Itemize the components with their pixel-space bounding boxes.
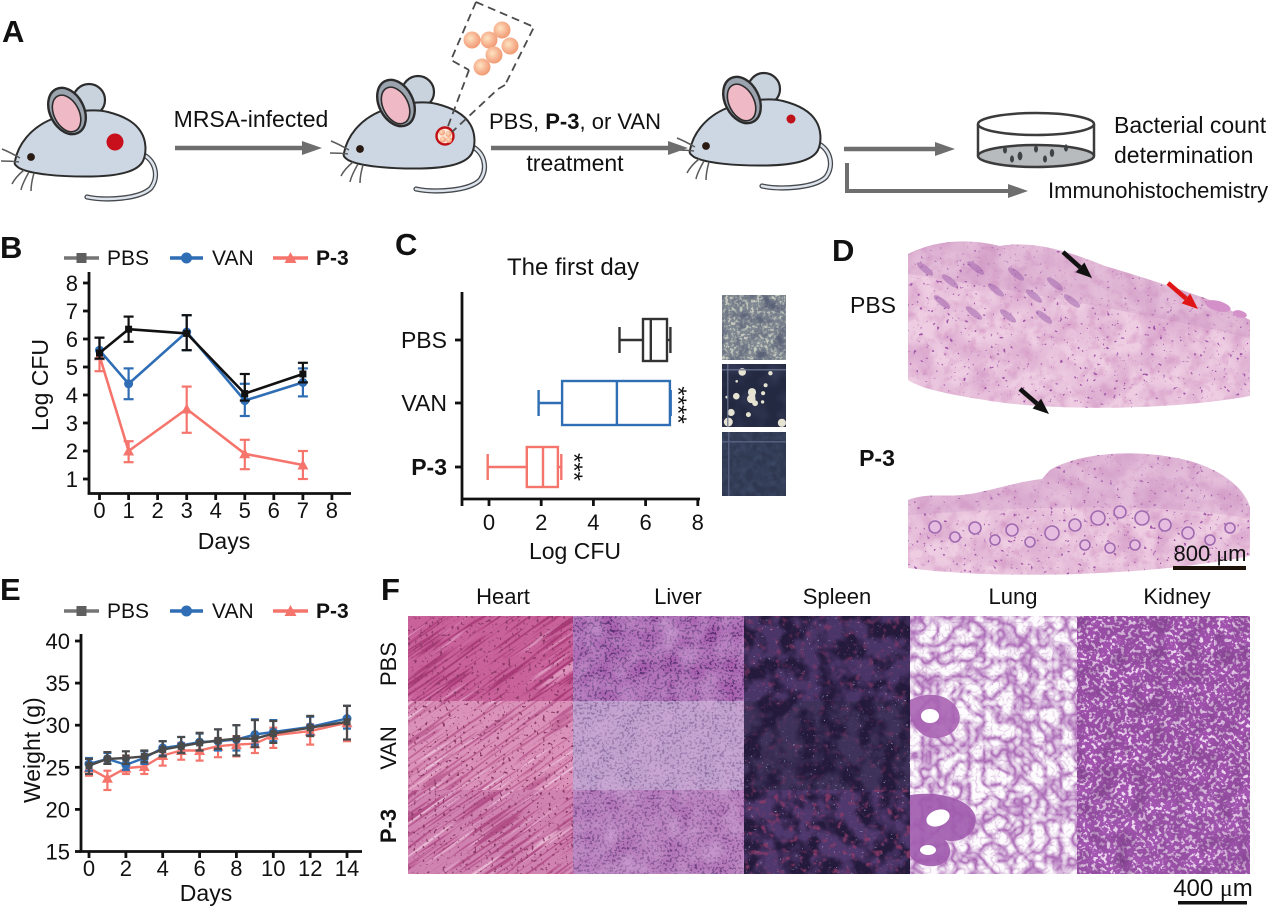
svg-text:VAN: VAN: [212, 600, 254, 623]
svg-text:Weight (g): Weight (g): [19, 697, 45, 803]
svg-text:E: E: [0, 572, 21, 607]
svg-text:1: 1: [66, 467, 78, 492]
svg-text:PBS: PBS: [107, 600, 149, 623]
svg-text:P-3: P-3: [411, 454, 447, 480]
svg-text:4: 4: [210, 498, 222, 523]
svg-text:2: 2: [151, 498, 163, 523]
svg-text:P-3: P-3: [376, 809, 401, 843]
svg-text:Heart: Heart: [476, 584, 530, 609]
svg-text:25: 25: [46, 755, 70, 780]
svg-text:Liver: Liver: [654, 584, 702, 609]
svg-text:determination: determination: [1114, 142, 1253, 168]
svg-text:VAN: VAN: [401, 390, 447, 416]
svg-text:2: 2: [66, 439, 78, 464]
svg-text:P-3: P-3: [316, 600, 349, 623]
svg-text:PBS, P-3, or VAN: PBS, P-3, or VAN: [489, 109, 661, 134]
svg-text:4: 4: [587, 510, 599, 535]
svg-text:10: 10: [261, 856, 285, 881]
svg-text:7: 7: [66, 299, 78, 324]
svg-text:800 μm: 800 μm: [1174, 541, 1247, 566]
svg-text:400 μm: 400 μm: [1173, 875, 1253, 902]
svg-text:15: 15: [46, 840, 70, 865]
svg-text:8: 8: [692, 510, 704, 535]
svg-text:Log CFU: Log CFU: [529, 538, 621, 564]
svg-text:Bacterial count: Bacterial count: [1114, 112, 1267, 138]
svg-text:12: 12: [298, 856, 322, 881]
svg-text:P-3: P-3: [859, 445, 895, 471]
svg-text:Spleen: Spleen: [803, 584, 872, 609]
svg-text:B: B: [0, 230, 22, 265]
svg-text:5: 5: [66, 355, 78, 380]
svg-text:treatment: treatment: [526, 150, 624, 176]
svg-text:8: 8: [230, 856, 242, 881]
svg-text:5: 5: [239, 498, 251, 523]
svg-text:MRSA-infected: MRSA-infected: [174, 106, 329, 132]
svg-text:7: 7: [297, 498, 309, 523]
svg-text:8: 8: [326, 498, 338, 523]
svg-text:PBS: PBS: [401, 327, 447, 353]
svg-text:Days: Days: [180, 880, 232, 906]
svg-text:4: 4: [66, 383, 78, 408]
svg-text:2: 2: [535, 510, 547, 535]
svg-text:VAN: VAN: [212, 247, 254, 270]
svg-text:30: 30: [46, 713, 70, 738]
svg-text:***: ***: [560, 453, 587, 481]
svg-text:Immunohistochemistry: Immunohistochemistry: [1048, 178, 1268, 203]
svg-text:0: 0: [83, 856, 95, 881]
svg-text:Lung: Lung: [989, 584, 1038, 609]
svg-text:3: 3: [181, 498, 193, 523]
svg-text:20: 20: [46, 797, 70, 822]
svg-text:40: 40: [46, 629, 70, 654]
svg-text:****: ****: [664, 386, 691, 423]
svg-text:14: 14: [335, 856, 359, 881]
svg-text:PBS: PBS: [376, 642, 401, 686]
svg-text:6: 6: [66, 327, 78, 352]
svg-text:6: 6: [193, 856, 205, 881]
svg-text:2: 2: [120, 856, 132, 881]
svg-text:Days: Days: [198, 528, 250, 554]
svg-text:6: 6: [268, 498, 280, 523]
svg-text:PBS: PBS: [850, 292, 896, 318]
svg-text:C: C: [395, 227, 417, 262]
svg-text:VAN: VAN: [376, 726, 401, 770]
svg-text:0: 0: [93, 498, 105, 523]
svg-text:35: 35: [46, 671, 70, 696]
svg-text:1: 1: [122, 498, 134, 523]
svg-text:A: A: [2, 14, 24, 49]
svg-text:D: D: [832, 233, 854, 268]
svg-text:6: 6: [639, 510, 651, 535]
svg-text:P-3: P-3: [316, 247, 349, 270]
svg-text:3: 3: [66, 411, 78, 436]
svg-text:F: F: [381, 572, 400, 607]
svg-text:PBS: PBS: [107, 247, 149, 270]
svg-text:Log CFU: Log CFU: [27, 339, 53, 431]
svg-text:4: 4: [157, 856, 169, 881]
svg-text:8: 8: [66, 271, 78, 296]
svg-text:The first day: The first day: [507, 254, 639, 281]
svg-text:Kidney: Kidney: [1143, 584, 1210, 609]
svg-text:0: 0: [483, 510, 495, 535]
